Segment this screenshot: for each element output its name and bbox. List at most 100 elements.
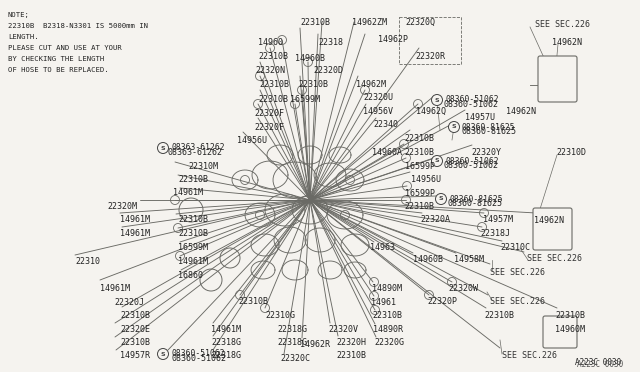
Text: 14962Q: 14962Q: [416, 107, 446, 116]
Text: SEE SEC.226: SEE SEC.226: [527, 254, 582, 263]
Text: S: S: [161, 352, 165, 356]
Text: 22320J: 22320J: [114, 298, 144, 307]
Text: 22310B: 22310B: [298, 80, 328, 89]
Text: 14890M: 14890M: [372, 284, 402, 293]
Text: 08363-61262: 08363-61262: [171, 144, 225, 153]
Text: 14961M: 14961M: [211, 325, 241, 334]
Text: LENGTH.: LENGTH.: [8, 34, 38, 40]
Text: 16860: 16860: [178, 271, 203, 280]
Text: 22320N: 22320N: [255, 66, 285, 75]
Text: 22310B: 22310B: [404, 202, 434, 211]
Text: 22320R: 22320R: [415, 52, 445, 61]
Text: 14961: 14961: [371, 298, 396, 307]
Text: 14960M: 14960M: [555, 325, 585, 334]
Text: 22310B: 22310B: [178, 215, 208, 224]
Text: 22318: 22318: [318, 38, 343, 47]
Text: 14956U: 14956U: [237, 136, 267, 145]
Text: 14961M: 14961M: [120, 229, 150, 238]
Text: 22320V: 22320V: [328, 325, 358, 334]
Text: 22310B: 22310B: [178, 175, 208, 184]
Text: 14962N: 14962N: [552, 38, 582, 47]
Text: 22310B: 22310B: [178, 229, 208, 238]
Text: 22310B: 22310B: [259, 80, 289, 89]
Text: 08360-51062: 08360-51062: [443, 161, 498, 170]
Text: 14957U: 14957U: [465, 113, 495, 122]
Text: 22318J: 22318J: [480, 229, 510, 238]
Text: 22320G: 22320G: [374, 338, 404, 347]
Text: 16599P: 16599P: [405, 189, 435, 198]
Text: 08360-51062: 08360-51062: [445, 157, 499, 166]
Text: 22320F: 22320F: [254, 109, 284, 118]
Circle shape: [431, 155, 442, 167]
Text: 14960: 14960: [258, 38, 283, 47]
Text: 22310G: 22310G: [265, 311, 295, 320]
Text: S: S: [435, 158, 439, 164]
Text: BY CHECKING THE LENGTH: BY CHECKING THE LENGTH: [8, 56, 104, 62]
Text: 22318G: 22318G: [277, 338, 307, 347]
Text: 22320W: 22320W: [448, 284, 478, 293]
Text: 16599M: 16599M: [290, 95, 320, 104]
Text: 14961M: 14961M: [173, 188, 203, 197]
Text: 14962N: 14962N: [506, 107, 536, 116]
Text: SEE SEC.226: SEE SEC.226: [502, 351, 557, 360]
Text: 14962M: 14962M: [356, 80, 386, 89]
Text: 22320E: 22320E: [120, 325, 150, 334]
Text: 14960B: 14960B: [413, 255, 443, 264]
Text: OF HOSE TO BE REPLACED.: OF HOSE TO BE REPLACED.: [8, 67, 109, 73]
Text: 08363-61262: 08363-61262: [168, 148, 223, 157]
Text: 22320Y: 22320Y: [471, 148, 501, 157]
Text: 22320U: 22320U: [363, 93, 393, 102]
Text: 22318G: 22318G: [211, 338, 241, 347]
Text: 22340: 22340: [373, 120, 398, 129]
Text: 22310B: 22310B: [484, 311, 514, 320]
Text: 22310B: 22310B: [404, 134, 434, 143]
Text: 22310B: 22310B: [120, 338, 150, 347]
Text: 22320H: 22320H: [336, 338, 366, 347]
Text: 14957R: 14957R: [120, 351, 150, 360]
Circle shape: [157, 142, 168, 154]
Text: 08360-51062: 08360-51062: [445, 96, 499, 105]
Text: 14956U: 14956U: [411, 175, 441, 184]
Text: 08360-51062: 08360-51062: [171, 350, 225, 359]
Text: 14962P: 14962P: [378, 35, 408, 44]
Text: 08360-81625: 08360-81625: [462, 127, 517, 136]
Text: 14956V: 14956V: [363, 107, 393, 116]
Text: 22318G: 22318G: [277, 325, 307, 334]
Text: SEE SEC.226: SEE SEC.226: [490, 268, 545, 277]
Text: 22310C: 22310C: [500, 243, 530, 252]
Text: 22310B: 22310B: [258, 95, 288, 104]
Circle shape: [157, 349, 168, 359]
Text: 08360-81625: 08360-81625: [462, 122, 516, 131]
Text: 14958M: 14958M: [454, 255, 484, 264]
FancyBboxPatch shape: [543, 316, 577, 348]
Text: 22310B: 22310B: [300, 18, 330, 27]
Text: A223C 0030: A223C 0030: [575, 358, 621, 367]
Text: S: S: [435, 97, 439, 103]
Text: 14957M: 14957M: [483, 215, 513, 224]
Text: 22320M: 22320M: [107, 202, 137, 211]
Text: 14962R: 14962R: [300, 340, 330, 349]
Text: 22320A: 22320A: [420, 215, 450, 224]
Text: SEE SEC.226: SEE SEC.226: [490, 297, 545, 306]
Text: 22320P: 22320P: [427, 297, 457, 306]
Text: 22310B: 22310B: [555, 311, 585, 320]
Text: 22320C: 22320C: [280, 354, 310, 363]
Text: 14960B: 14960B: [295, 54, 325, 63]
Text: 16599M: 16599M: [178, 243, 208, 252]
FancyBboxPatch shape: [538, 56, 577, 102]
Text: S: S: [452, 125, 456, 129]
Circle shape: [449, 122, 460, 132]
Text: 22320F: 22320F: [254, 123, 284, 132]
Text: NOTE;: NOTE;: [8, 12, 30, 18]
Text: 14961M: 14961M: [178, 257, 208, 266]
Text: S: S: [161, 145, 165, 151]
Text: 08360-81625: 08360-81625: [449, 195, 502, 203]
Text: SEE SEC.226: SEE SEC.226: [535, 20, 590, 29]
Text: 22310: 22310: [75, 257, 100, 266]
Circle shape: [431, 94, 442, 106]
Text: 22310B: 22310B: [238, 297, 268, 306]
Text: 14960A: 14960A: [372, 148, 402, 157]
Text: 14962ZM: 14962ZM: [352, 18, 387, 27]
Text: 22310B: 22310B: [404, 148, 434, 157]
Text: 22310B: 22310B: [120, 311, 150, 320]
